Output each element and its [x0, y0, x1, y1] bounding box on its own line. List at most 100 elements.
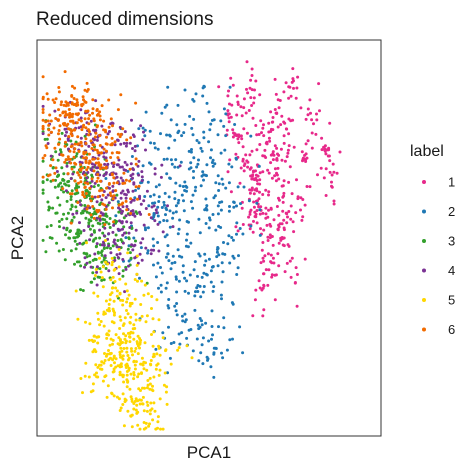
point-series-3: [122, 216, 126, 220]
point-series-2: [237, 254, 240, 258]
point-series-1: [327, 146, 331, 150]
point-series-2: [181, 319, 185, 323]
point-series-3: [113, 256, 116, 260]
point-series-6: [60, 153, 64, 157]
point-series-6: [104, 149, 108, 153]
point-series-2: [185, 238, 188, 242]
point-series-5: [131, 353, 134, 357]
point-series-5: [155, 363, 159, 367]
point-series-2: [210, 337, 213, 341]
point-series-5: [132, 377, 136, 381]
point-series-2: [197, 252, 201, 256]
point-series-6: [54, 117, 58, 120]
point-series-4: [123, 130, 127, 134]
point-series-2: [165, 172, 169, 176]
point-series-5: [146, 379, 150, 382]
point-series-5: [122, 380, 126, 384]
point-series-3: [102, 278, 106, 282]
point-series-5: [142, 293, 146, 297]
point-series-3: [88, 191, 91, 195]
point-series-2: [210, 309, 214, 313]
point-series-5: [101, 285, 105, 289]
point-series-3: [70, 218, 74, 222]
point-series-6: [58, 137, 62, 141]
point-series-5: [151, 355, 155, 359]
point-series-4: [139, 202, 143, 206]
point-series-4: [89, 119, 93, 123]
point-series-1: [240, 206, 244, 210]
point-series-1: [267, 268, 271, 272]
point-series-3: [108, 217, 112, 220]
point-series-2: [210, 325, 214, 328]
point-series-3: [92, 277, 96, 281]
point-series-6: [73, 179, 77, 183]
point-series-3: [70, 189, 74, 193]
point-series-1: [241, 145, 245, 149]
point-series-2: [146, 251, 150, 255]
point-series-2: [168, 356, 172, 360]
point-series-4: [133, 243, 137, 247]
point-series-5: [110, 291, 114, 295]
point-series-4: [131, 209, 135, 213]
point-series-6: [98, 214, 102, 218]
point-series-4: [71, 172, 75, 176]
point-series-5: [165, 402, 169, 406]
point-series-5: [141, 386, 144, 390]
point-series-6: [84, 192, 88, 195]
point-series-3: [45, 225, 49, 229]
point-series-2: [202, 178, 205, 182]
point-series-3: [90, 280, 94, 284]
point-series-2: [224, 134, 228, 138]
point-series-5: [130, 397, 134, 401]
point-series-2: [203, 252, 207, 256]
point-series-5: [134, 312, 138, 316]
point-series-6: [46, 97, 50, 101]
point-series-5: [128, 335, 132, 339]
point-series-6: [63, 144, 67, 148]
point-series-2: [228, 338, 232, 342]
point-series-1: [261, 193, 265, 196]
legend-label-2: 2: [448, 204, 455, 219]
point-series-5: [119, 346, 123, 350]
point-series-2: [152, 263, 155, 267]
point-series-1: [251, 173, 255, 177]
point-series-2: [200, 174, 204, 178]
point-series-1: [261, 256, 265, 260]
point-series-6: [98, 134, 102, 138]
point-series-2: [196, 274, 199, 278]
point-series-5: [118, 373, 122, 377]
point-series-2: [167, 195, 171, 199]
legend-label-5: 5: [448, 293, 455, 308]
point-series-5: [145, 400, 149, 404]
point-series-1: [273, 108, 277, 111]
point-series-1: [301, 198, 305, 201]
point-series-3: [93, 257, 97, 261]
point-series-2: [164, 255, 168, 259]
point-series-5: [130, 425, 134, 429]
point-series-5: [102, 310, 106, 314]
point-series-5: [136, 334, 140, 338]
point-series-5: [122, 347, 126, 350]
point-series-1: [267, 121, 271, 125]
point-series-5: [126, 354, 130, 357]
legend-marker-3: [422, 239, 426, 243]
point-series-3: [103, 256, 107, 260]
point-series-2: [233, 123, 237, 126]
point-series-5: [85, 241, 88, 245]
point-series-1: [235, 94, 239, 98]
point-series-4: [132, 212, 136, 216]
point-series-2: [152, 244, 156, 248]
point-series-5: [134, 347, 138, 350]
point-series-6: [147, 213, 151, 216]
point-series-1: [227, 120, 231, 124]
point-series-2: [189, 328, 193, 331]
point-series-1: [247, 215, 251, 219]
point-series-3: [62, 172, 66, 176]
point-series-3: [88, 260, 92, 264]
point-series-1: [250, 88, 254, 92]
point-series-4: [95, 242, 99, 246]
point-series-5: [125, 346, 129, 350]
point-series-6: [113, 140, 117, 144]
point-series-2: [168, 225, 172, 229]
point-series-2: [159, 283, 163, 287]
